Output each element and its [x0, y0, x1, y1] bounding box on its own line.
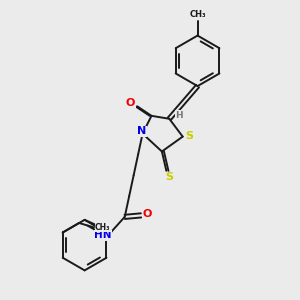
Text: S: S — [165, 172, 173, 182]
Text: HN: HN — [94, 230, 112, 240]
Text: CH₃: CH₃ — [95, 223, 111, 232]
Text: O: O — [126, 98, 135, 108]
Text: N: N — [137, 126, 146, 136]
Text: CH₃: CH₃ — [189, 10, 206, 19]
Text: S: S — [185, 131, 193, 141]
Text: H: H — [175, 111, 183, 120]
Text: O: O — [143, 209, 152, 219]
